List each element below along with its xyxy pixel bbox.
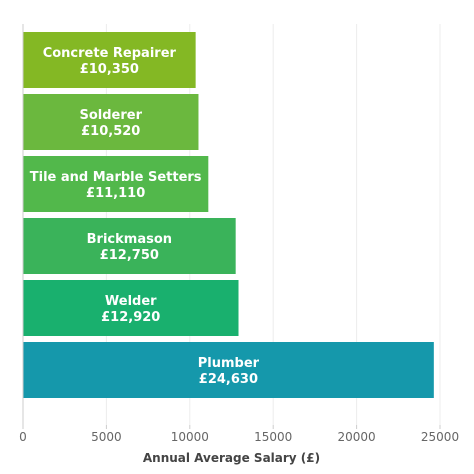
x-tick-label: 20000 [338, 430, 376, 444]
bar-value-label: £10,350 [80, 62, 139, 77]
bar [23, 32, 196, 88]
x-axis-title: Annual Average Salary (£) [143, 451, 320, 465]
bar [23, 218, 236, 274]
bar-value-label: £11,110 [86, 186, 145, 201]
bar-category-label: Welder [105, 294, 157, 309]
x-tick-label: 5000 [91, 430, 122, 444]
bar-value-label: £10,520 [81, 124, 140, 139]
x-tick-label: 10000 [171, 430, 209, 444]
bar [23, 156, 209, 212]
bar-value-label: £24,630 [199, 372, 258, 387]
bar-category-label: Concrete Repairer [43, 46, 177, 61]
x-tick-label: 0 [19, 430, 27, 444]
bar-category-label: Tile and Marble Setters [30, 170, 202, 185]
x-axis-ticks: 0 5000 10000 15000 20000 25000 [19, 425, 459, 444]
bar [23, 280, 239, 336]
x-tick-label: 15000 [254, 430, 292, 444]
bar-value-label: £12,920 [101, 310, 160, 325]
bars: Concrete Repairer£10,350 Solderer£10,520 T… [23, 32, 434, 398]
bar-category-label: Solderer [79, 108, 142, 123]
bar [23, 94, 199, 150]
x-tick-label: 25000 [421, 430, 459, 444]
bar-value-label: £12,750 [100, 248, 159, 263]
bar-category-label: Brickmason [87, 232, 172, 247]
bar-category-label: Plumber [198, 356, 260, 371]
bar [23, 342, 434, 398]
